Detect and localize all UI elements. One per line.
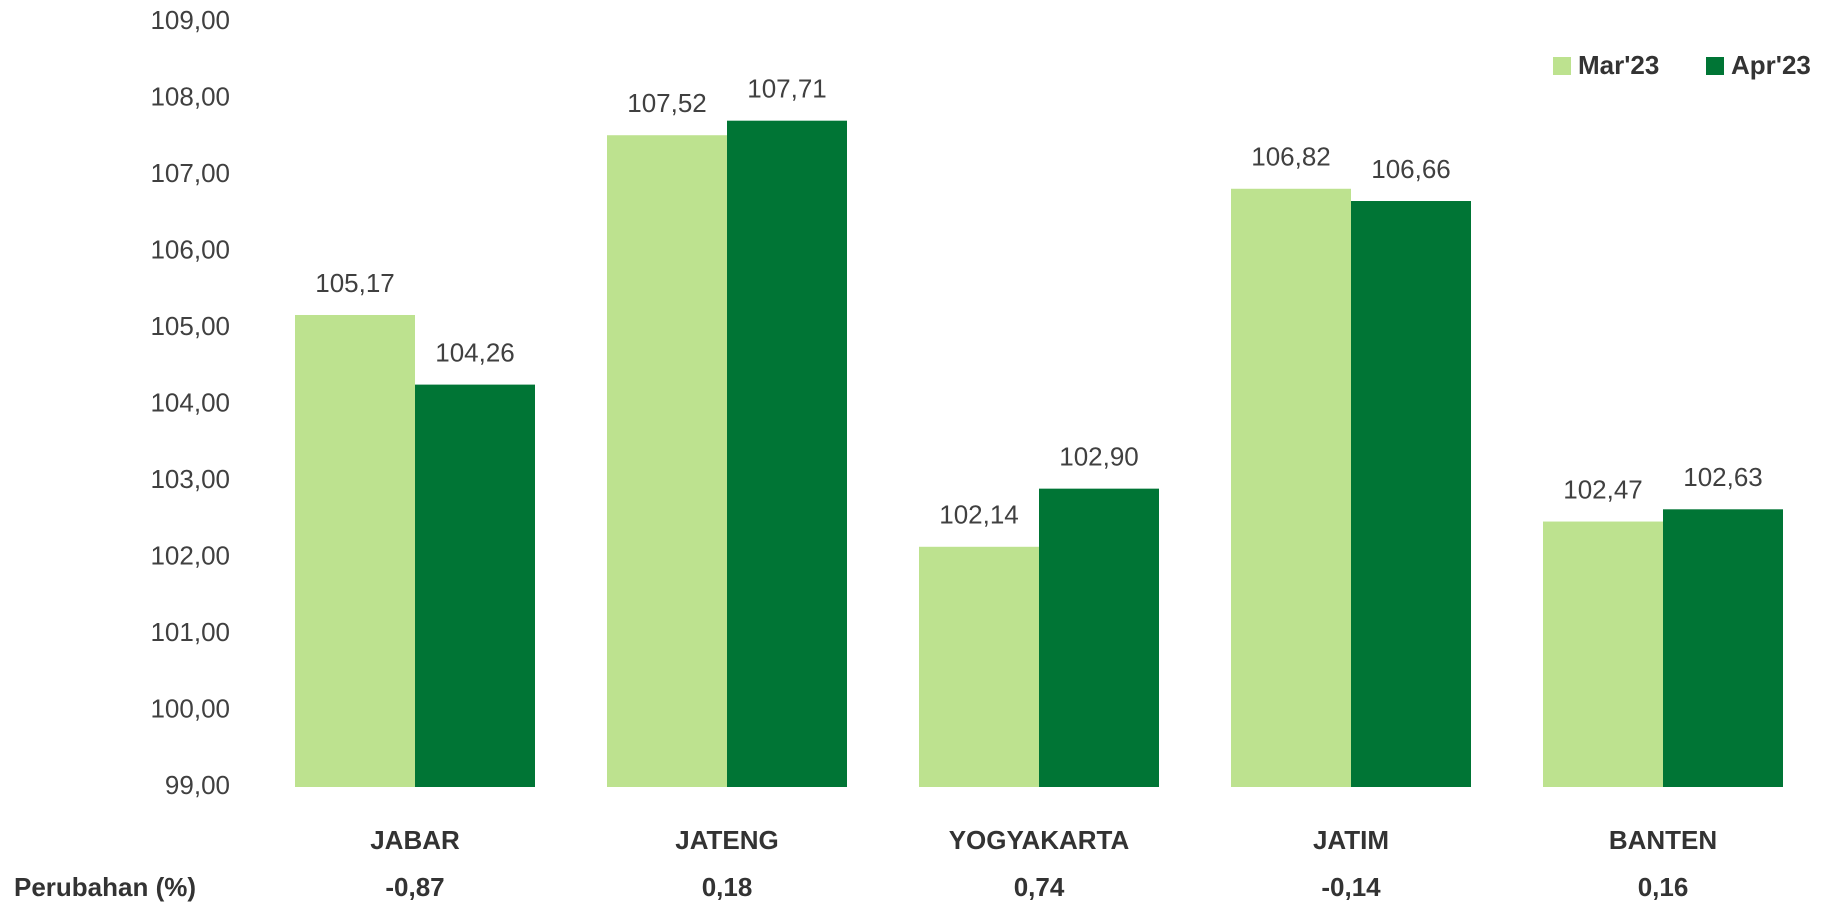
- bar: [607, 135, 727, 788]
- y-tick-label: 105,00: [150, 311, 230, 341]
- x-tick-label: YOGYAKARTA: [949, 825, 1130, 855]
- legend-label: Mar'23: [1578, 50, 1659, 80]
- change-value: 0,16: [1638, 872, 1689, 902]
- bar: [415, 384, 535, 787]
- x-tick-label: JATIM: [1313, 825, 1389, 855]
- legend-label: Apr'23: [1731, 50, 1811, 80]
- y-tick-label: 107,00: [150, 158, 230, 188]
- value-label: 102,90: [1059, 442, 1139, 472]
- y-tick-label: 104,00: [150, 387, 230, 417]
- value-label: 102,14: [939, 500, 1019, 530]
- x-tick-label: JABAR: [370, 825, 460, 855]
- y-tick-label: 109,00: [150, 5, 230, 35]
- value-label: 107,71: [747, 74, 827, 104]
- y-tick-label: 102,00: [150, 540, 230, 570]
- value-label: 106,82: [1251, 142, 1331, 172]
- y-tick-label: 108,00: [150, 81, 230, 111]
- y-tick-label: 103,00: [150, 464, 230, 494]
- change-row-label: Perubahan (%): [14, 872, 196, 902]
- change-value: 0,74: [1014, 872, 1065, 902]
- value-label: 107,52: [627, 88, 707, 118]
- bar: [727, 120, 847, 787]
- bar: [1231, 188, 1351, 787]
- x-tick-label: BANTEN: [1609, 825, 1717, 855]
- bar: [1039, 488, 1159, 787]
- y-tick-label: 101,00: [150, 617, 230, 647]
- legend-swatch: [1706, 57, 1724, 75]
- legend-swatch: [1553, 57, 1571, 75]
- change-value: -0,87: [385, 872, 444, 902]
- change-value: -0,14: [1321, 872, 1381, 902]
- value-label: 104,26: [435, 337, 515, 367]
- value-label: 102,63: [1683, 462, 1763, 492]
- bar: [1663, 509, 1783, 787]
- value-label: 102,47: [1563, 474, 1643, 504]
- bar: [295, 314, 415, 787]
- x-tick-label: JATENG: [675, 825, 779, 855]
- value-label: 105,17: [315, 268, 395, 298]
- bar: [1351, 201, 1471, 787]
- y-tick-label: 106,00: [150, 234, 230, 264]
- bar: [1543, 521, 1663, 787]
- value-label: 106,66: [1371, 154, 1451, 184]
- y-tick-label: 100,00: [150, 693, 230, 723]
- y-tick-label: 99,00: [165, 770, 230, 800]
- change-value: 0,18: [702, 872, 753, 902]
- bar: [919, 546, 1039, 787]
